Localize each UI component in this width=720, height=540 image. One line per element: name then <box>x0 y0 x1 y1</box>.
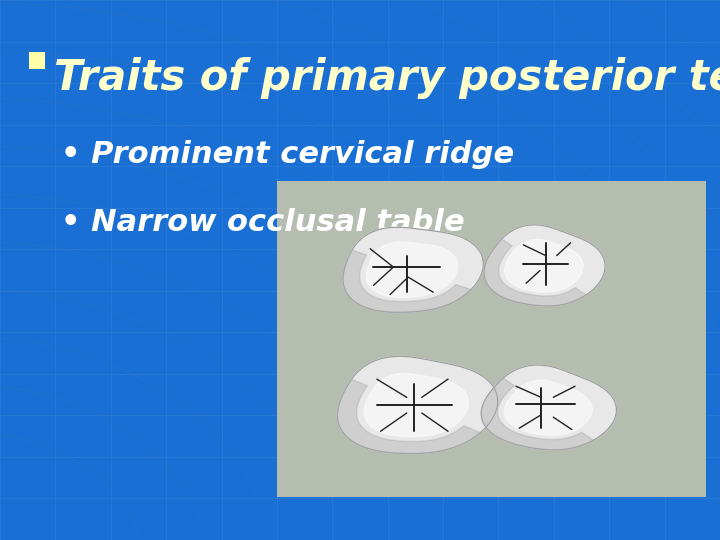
Bar <box>277 181 706 497</box>
Text: Traits of primary posterior teeth: Traits of primary posterior teeth <box>54 57 720 99</box>
Polygon shape <box>338 356 498 454</box>
Polygon shape <box>366 242 458 298</box>
Text: • Prominent cervical ridge: • Prominent cervical ridge <box>61 140 514 170</box>
Polygon shape <box>504 380 592 435</box>
Polygon shape <box>343 250 471 312</box>
Polygon shape <box>343 227 483 312</box>
Polygon shape <box>484 225 605 306</box>
Polygon shape <box>337 379 480 454</box>
Polygon shape <box>481 365 616 450</box>
Text: • Narrow occlusal table: • Narrow occlusal table <box>61 208 465 237</box>
Bar <box>29 52 45 69</box>
Polygon shape <box>505 239 583 292</box>
Polygon shape <box>481 378 593 450</box>
Polygon shape <box>484 239 586 306</box>
Polygon shape <box>364 374 469 437</box>
